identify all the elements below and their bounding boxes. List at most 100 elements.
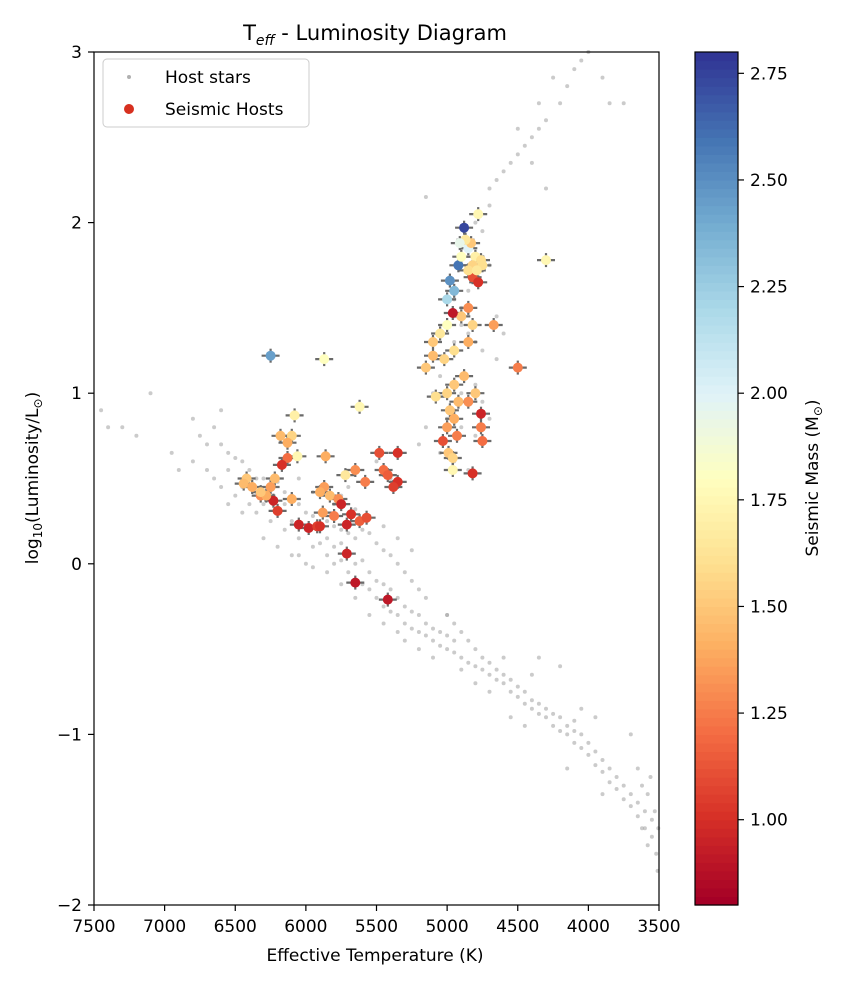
host-star-point [586,740,591,745]
seismic-host-point [275,430,286,441]
host-star-point [494,667,499,672]
host-star-point [381,524,386,529]
host-star-point [226,502,231,507]
host-star-point [466,660,471,665]
host-star-point [459,391,464,396]
y-tick-label: −1 [57,725,82,745]
colorbar-segment [695,171,738,181]
seismic-host-point [463,337,474,347]
host-star-point [339,527,344,532]
x-tick-label: 7000 [143,917,186,937]
seismic-host-point [463,265,474,276]
seismic-host-point [340,470,351,481]
host-star-point [607,101,612,106]
host-star-point [572,67,577,72]
seismic-host-point [354,401,365,412]
colorbar-segment [695,265,738,275]
colorbar-segment [695,452,738,463]
seismic-host-point [341,548,352,559]
host-star-point [402,621,407,626]
host-star-point [529,135,534,140]
seismic-host-point [452,430,462,441]
host-star-point [282,502,287,507]
host-star-point [438,374,443,379]
host-star-point [522,723,527,728]
host-star-point [374,541,379,546]
colorbar-segment [695,555,738,565]
host-star-point [501,169,506,174]
colorbar-segment [695,504,738,514]
seismic-host-point [282,437,293,448]
host-star-point [197,433,202,438]
host-star-point [289,519,294,524]
host-star-point [219,485,224,489]
host-star-point [642,826,647,831]
seismic-host-point [265,350,276,361]
host-star-point [402,570,407,575]
host-star-point [579,746,584,750]
host-star-point [416,613,421,617]
seismic-host-point [476,408,486,419]
seismic-host-point [317,507,328,518]
host-star-point [642,809,647,814]
colorbar-segment [695,785,738,795]
host-star-point [551,711,556,716]
host-star-point [381,621,386,626]
seismic-host-point [329,511,340,521]
colorbar-segment [695,649,738,659]
host-star-point [367,587,372,592]
host-star-point [473,681,478,686]
host-star-point [296,476,301,481]
colorbar-segment [695,802,738,812]
seismic-host-point [442,294,453,305]
colorbar-segment [695,896,738,906]
colorbar-segment [695,623,738,633]
colorbar-segment [695,759,738,770]
host-star-point [459,655,464,660]
host-star-point [572,740,577,745]
seismic-host-point [439,354,450,365]
y-tick-label: 3 [71,43,82,63]
colorbar-segment [695,299,738,309]
y-tick-label: 2 [71,214,82,234]
seismic-host-point [477,436,488,446]
host-star-point [240,459,245,464]
colorbar-segment [695,333,738,343]
colorbar-segment [695,367,738,377]
host-star-point [536,711,541,716]
host-star-point [473,433,478,438]
colorbar-segment [695,469,738,480]
colorbar-segment [695,777,738,787]
host-star-point [487,689,492,694]
host-star-point [508,689,513,694]
colorbar-segment [695,350,738,360]
host-star-point [544,706,548,711]
seismic-host-point [272,505,283,516]
colorbar-segment [695,597,738,608]
seismic-host-point [437,436,448,446]
seismic-host-point [442,388,453,399]
host-star-point [423,595,428,600]
x-tick-label: 4000 [567,917,610,937]
host-star-point [452,340,457,344]
host-star-point [487,660,492,665]
seismic-host-point [346,509,357,520]
colorbar-segment [695,614,738,625]
colorbar-segment [695,461,738,471]
host-star-point [240,510,245,515]
host-star-point [381,604,386,609]
seismic-host-point [476,255,486,266]
colorbar-segment [695,768,738,778]
seismic-host-point [512,362,523,373]
colorbar-segment [695,640,738,650]
colorbar-segment [695,188,738,198]
colorbar-tick-label: 1.00 [750,811,788,831]
host-star-point [459,667,464,672]
host-star-point [289,553,294,558]
x-tick-label: 5500 [355,917,398,937]
host-star-point [325,536,330,541]
colorbar-segment [695,529,738,539]
x-tick-label: 7500 [72,917,115,937]
seismic-host-point [449,345,460,356]
host-star-point [416,630,421,634]
